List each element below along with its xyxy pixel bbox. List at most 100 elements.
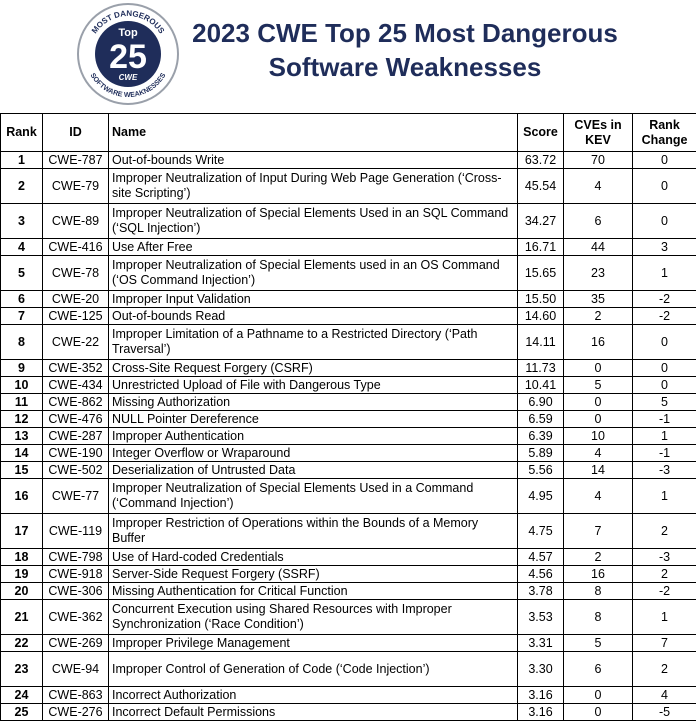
cell-id: CWE-77: [43, 479, 109, 514]
cell-score: 3.16: [518, 687, 564, 704]
cell-rank: 21: [1, 600, 43, 635]
cell-id: CWE-918: [43, 566, 109, 583]
cell-rank: 10: [1, 377, 43, 394]
cell-cves: 4: [564, 445, 633, 462]
cell-cves: 14: [564, 462, 633, 479]
cell-name: Out-of-bounds Write: [109, 152, 518, 169]
cell-score: 14.60: [518, 308, 564, 325]
column-header: Rank Change: [633, 114, 696, 152]
cell-score: 6.90: [518, 394, 564, 411]
cell-name: Use After Free: [109, 239, 518, 256]
title-line: Software Weaknesses: [190, 50, 620, 84]
cell-name: Deserialization of Untrusted Data: [109, 462, 518, 479]
cell-name: Improper Neutralization of Special Eleme…: [109, 204, 518, 239]
cell-id: CWE-79: [43, 169, 109, 204]
column-header: CVEs in KEV: [564, 114, 633, 152]
cell-id: CWE-306: [43, 583, 109, 600]
cell-cves: 0: [564, 687, 633, 704]
cell-name: Cross-Site Request Forgery (CSRF): [109, 360, 518, 377]
logo-brand: CWE: [119, 73, 138, 82]
cell-cves: 70: [564, 152, 633, 169]
cell-cves: 0: [564, 394, 633, 411]
cell-change: 1: [633, 428, 696, 445]
cell-score: 3.31: [518, 635, 564, 652]
cell-cves: 4: [564, 169, 633, 204]
cell-change: 0: [633, 377, 696, 394]
cell-rank: 24: [1, 687, 43, 704]
cell-id: CWE-287: [43, 428, 109, 445]
cell-score: 4.56: [518, 566, 564, 583]
cell-change: 4: [633, 687, 696, 704]
cell-cves: 0: [564, 411, 633, 428]
cell-cves: 0: [564, 360, 633, 377]
cell-score: 45.54: [518, 169, 564, 204]
cell-score: 3.30: [518, 652, 564, 687]
cell-change: 0: [633, 360, 696, 377]
cell-id: CWE-862: [43, 394, 109, 411]
cell-name: Improper Neutralization of Special Eleme…: [109, 479, 518, 514]
cell-name: Improper Limitation of a Pathname to a R…: [109, 325, 518, 360]
cell-change: -1: [633, 445, 696, 462]
cell-name: Improper Neutralization of Input During …: [109, 169, 518, 204]
cell-score: 11.73: [518, 360, 564, 377]
cell-name: Out-of-bounds Read: [109, 308, 518, 325]
cell-id: CWE-863: [43, 687, 109, 704]
cell-cves: 2: [564, 549, 633, 566]
cell-rank: 9: [1, 360, 43, 377]
cell-id: CWE-362: [43, 600, 109, 635]
cell-score: 6.39: [518, 428, 564, 445]
cell-rank: 5: [1, 256, 43, 291]
cell-rank: 3: [1, 204, 43, 239]
cell-name: Unrestricted Upload of File with Dangero…: [109, 377, 518, 394]
cell-id: CWE-352: [43, 360, 109, 377]
cell-rank: 4: [1, 239, 43, 256]
cell-rank: 11: [1, 394, 43, 411]
cell-rank: 16: [1, 479, 43, 514]
cell-name: Server-Side Request Forgery (SSRF): [109, 566, 518, 583]
cell-rank: 14: [1, 445, 43, 462]
cell-cves: 16: [564, 566, 633, 583]
title-line: 2023 CWE Top 25 Most Dangerous: [190, 16, 620, 50]
cell-name: Improper Authentication: [109, 428, 518, 445]
cell-change: 1: [633, 256, 696, 291]
cell-change: -3: [633, 549, 696, 566]
cell-id: CWE-119: [43, 514, 109, 549]
cell-change: 1: [633, 479, 696, 514]
cell-id: CWE-476: [43, 411, 109, 428]
cell-rank: 17: [1, 514, 43, 549]
cell-score: 16.71: [518, 239, 564, 256]
cell-change: 0: [633, 169, 696, 204]
column-header: ID: [43, 114, 109, 152]
cell-change: -2: [633, 291, 696, 308]
cell-name: Improper Restriction of Operations withi…: [109, 514, 518, 549]
cell-cves: 0: [564, 704, 633, 721]
cell-score: 3.16: [518, 704, 564, 721]
cell-rank: 6: [1, 291, 43, 308]
cell-id: CWE-94: [43, 652, 109, 687]
cell-change: -5: [633, 704, 696, 721]
cell-rank: 20: [1, 583, 43, 600]
cell-name: Improper Privilege Management: [109, 635, 518, 652]
cell-score: 5.56: [518, 462, 564, 479]
cell-rank: 12: [1, 411, 43, 428]
cell-change: 2: [633, 652, 696, 687]
cell-change: 7: [633, 635, 696, 652]
cell-change: 0: [633, 325, 696, 360]
cell-name: Missing Authorization: [109, 394, 518, 411]
cell-name: Improper Input Validation: [109, 291, 518, 308]
cell-change: 0: [633, 152, 696, 169]
cell-score: 6.59: [518, 411, 564, 428]
